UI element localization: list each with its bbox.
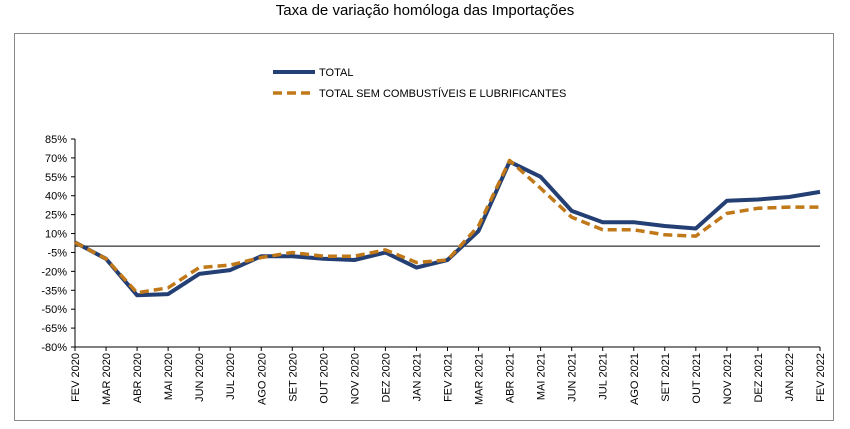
x-tick-label: OUT 2021 [691,353,703,404]
y-tick-label: 40% [45,191,67,203]
y-tick-label: -35% [41,285,67,297]
chart-title: Taxa de variação homóloga das Importaçõe… [275,2,575,19]
series-line-total-sem-combustiveis [74,158,820,295]
y-tick-label: -80% [41,342,67,354]
x-tick-label: NOV 2020 [349,353,361,404]
y-tick-label: 25% [45,210,67,222]
series-line-total [74,159,821,298]
x-tick-label: AGO 2021 [629,353,641,405]
x-tick-label: FEV 2021 [443,353,455,402]
x-tick-label: SET 2021 [660,353,672,402]
chart-frame: 85% 70% 55% 40% 25% 10% -5% -20% -35% -50% -65% -80… [14,33,834,421]
x-tick-label: DEZ 2021 [753,353,765,403]
y-tick-label: 10% [45,229,67,241]
y-tick-label: 85% [45,134,67,146]
legend-label: TOTAL SEM COMBUSTÍVEIS E LUBRIFICANTES [319,87,566,100]
x-tick-label: AGO 2020 [256,353,268,405]
x-tick-label: ABR 2021 [505,353,517,403]
x-tick-label: JUN 2020 [194,353,206,402]
x-tick-label: ABR 2020 [132,353,144,403]
x-tick-label: MAI 2020 [163,353,175,400]
x-tick-label: NOV 2021 [722,353,734,404]
x-tick-label: FEV 2022 [815,353,827,402]
y-tick-label: 55% [45,172,67,184]
line-chart: 85% 70% 55% 40% 25% 10% -5% -20% -35% -50% -65% -80… [41,67,827,405]
y-tick-label: -20% [41,266,67,278]
x-tick-label: MAR 2021 [474,353,486,405]
x-tick-label: JUN 2021 [567,353,579,402]
x-tick-label: MAI 2021 [536,353,548,400]
y-tick-label: -65% [41,323,67,335]
x-tick-label: MAR 2020 [101,353,113,405]
x-tick-label: JUL 2020 [225,353,237,400]
x-tick-label: JUL 2021 [598,353,610,400]
y-tick-label: -5% [47,247,67,259]
x-tick-label: OUT 2020 [318,353,330,404]
y-tick-label: 70% [45,153,67,165]
x-tick-label: JAN 2022 [784,353,796,401]
x-tick-label: DEZ 2020 [380,353,392,403]
x-tick-label: JAN 2021 [411,353,423,401]
y-tick-label: -50% [41,304,67,316]
legend-label: TOTAL [319,67,353,79]
x-tick-label: SET 2020 [287,353,299,402]
x-tick-label: FEV 2020 [70,353,82,402]
